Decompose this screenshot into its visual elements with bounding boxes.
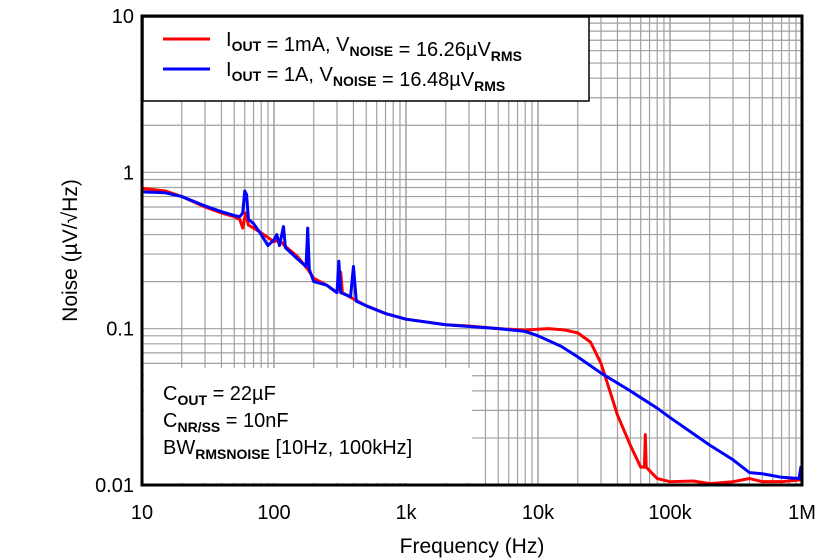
legend-text-part: I	[226, 59, 232, 81]
y-tick-label: 10	[112, 6, 134, 28]
x-tick-label: 10	[131, 502, 153, 524]
legend-text-part: = 16.48µV	[376, 69, 474, 91]
series-line-1	[141, 189, 804, 481]
annotation-text: BWRMSNOISE [10Hz, 100kHz]	[163, 437, 412, 462]
y-tick-label: 1	[123, 162, 134, 184]
legend-entry: IOUT = 1A, VNOISE = 16.48µVRMS	[226, 59, 505, 94]
x-tick-label: 1k	[395, 502, 417, 524]
legend-text-part: NOISE	[333, 73, 377, 89]
x-tick-label: 100k	[648, 502, 692, 524]
legend-text-part: = 16.26µV	[393, 39, 491, 61]
legend-text-part: I	[226, 29, 232, 51]
y-axis-label: Noise (µV/√Hz)	[59, 179, 82, 322]
legend-text-part: NOISE	[350, 43, 394, 59]
legend-text-part: RMS	[491, 48, 522, 64]
annotation-text: COUT = 22µF	[163, 383, 276, 408]
legend-text-part: = 1A, V	[261, 64, 333, 86]
annotation-box	[144, 368, 472, 483]
legend-text-part: OUT	[232, 38, 262, 54]
annotation-rest: [10Hz, 100kHz]	[270, 437, 412, 459]
annotation-rest: = 22µF	[207, 383, 276, 405]
annotation-sub: NR/SS	[177, 419, 220, 435]
y-tick-label: 0.01	[95, 475, 134, 497]
annotation-main: C	[163, 383, 177, 405]
annotation-sub: RMSNOISE	[195, 446, 270, 462]
legend-text-part: OUT	[232, 68, 262, 84]
legend-text-part: = 1mA, V	[261, 34, 350, 56]
legend-text-part: RMS	[474, 78, 505, 94]
annotation-rest: = 10nF	[220, 410, 288, 432]
legend-box	[142, 16, 590, 102]
x-tick-label: 1M	[788, 502, 816, 524]
x-tick-label: 10k	[522, 502, 555, 524]
x-axis-label: Frequency (Hz)	[400, 535, 545, 558]
annotation-main: C	[163, 410, 177, 432]
annotation-text: CNR/SS = 10nF	[163, 410, 289, 435]
annotation-sub: OUT	[177, 392, 207, 408]
legend-entry: IOUT = 1mA, VNOISE = 16.26µVRMS	[226, 29, 522, 64]
y-tick-label: 0.1	[106, 319, 134, 341]
annotation-main: BW	[163, 437, 195, 459]
x-tick-label: 100	[257, 502, 290, 524]
plot-frame	[140, 14, 804, 487]
